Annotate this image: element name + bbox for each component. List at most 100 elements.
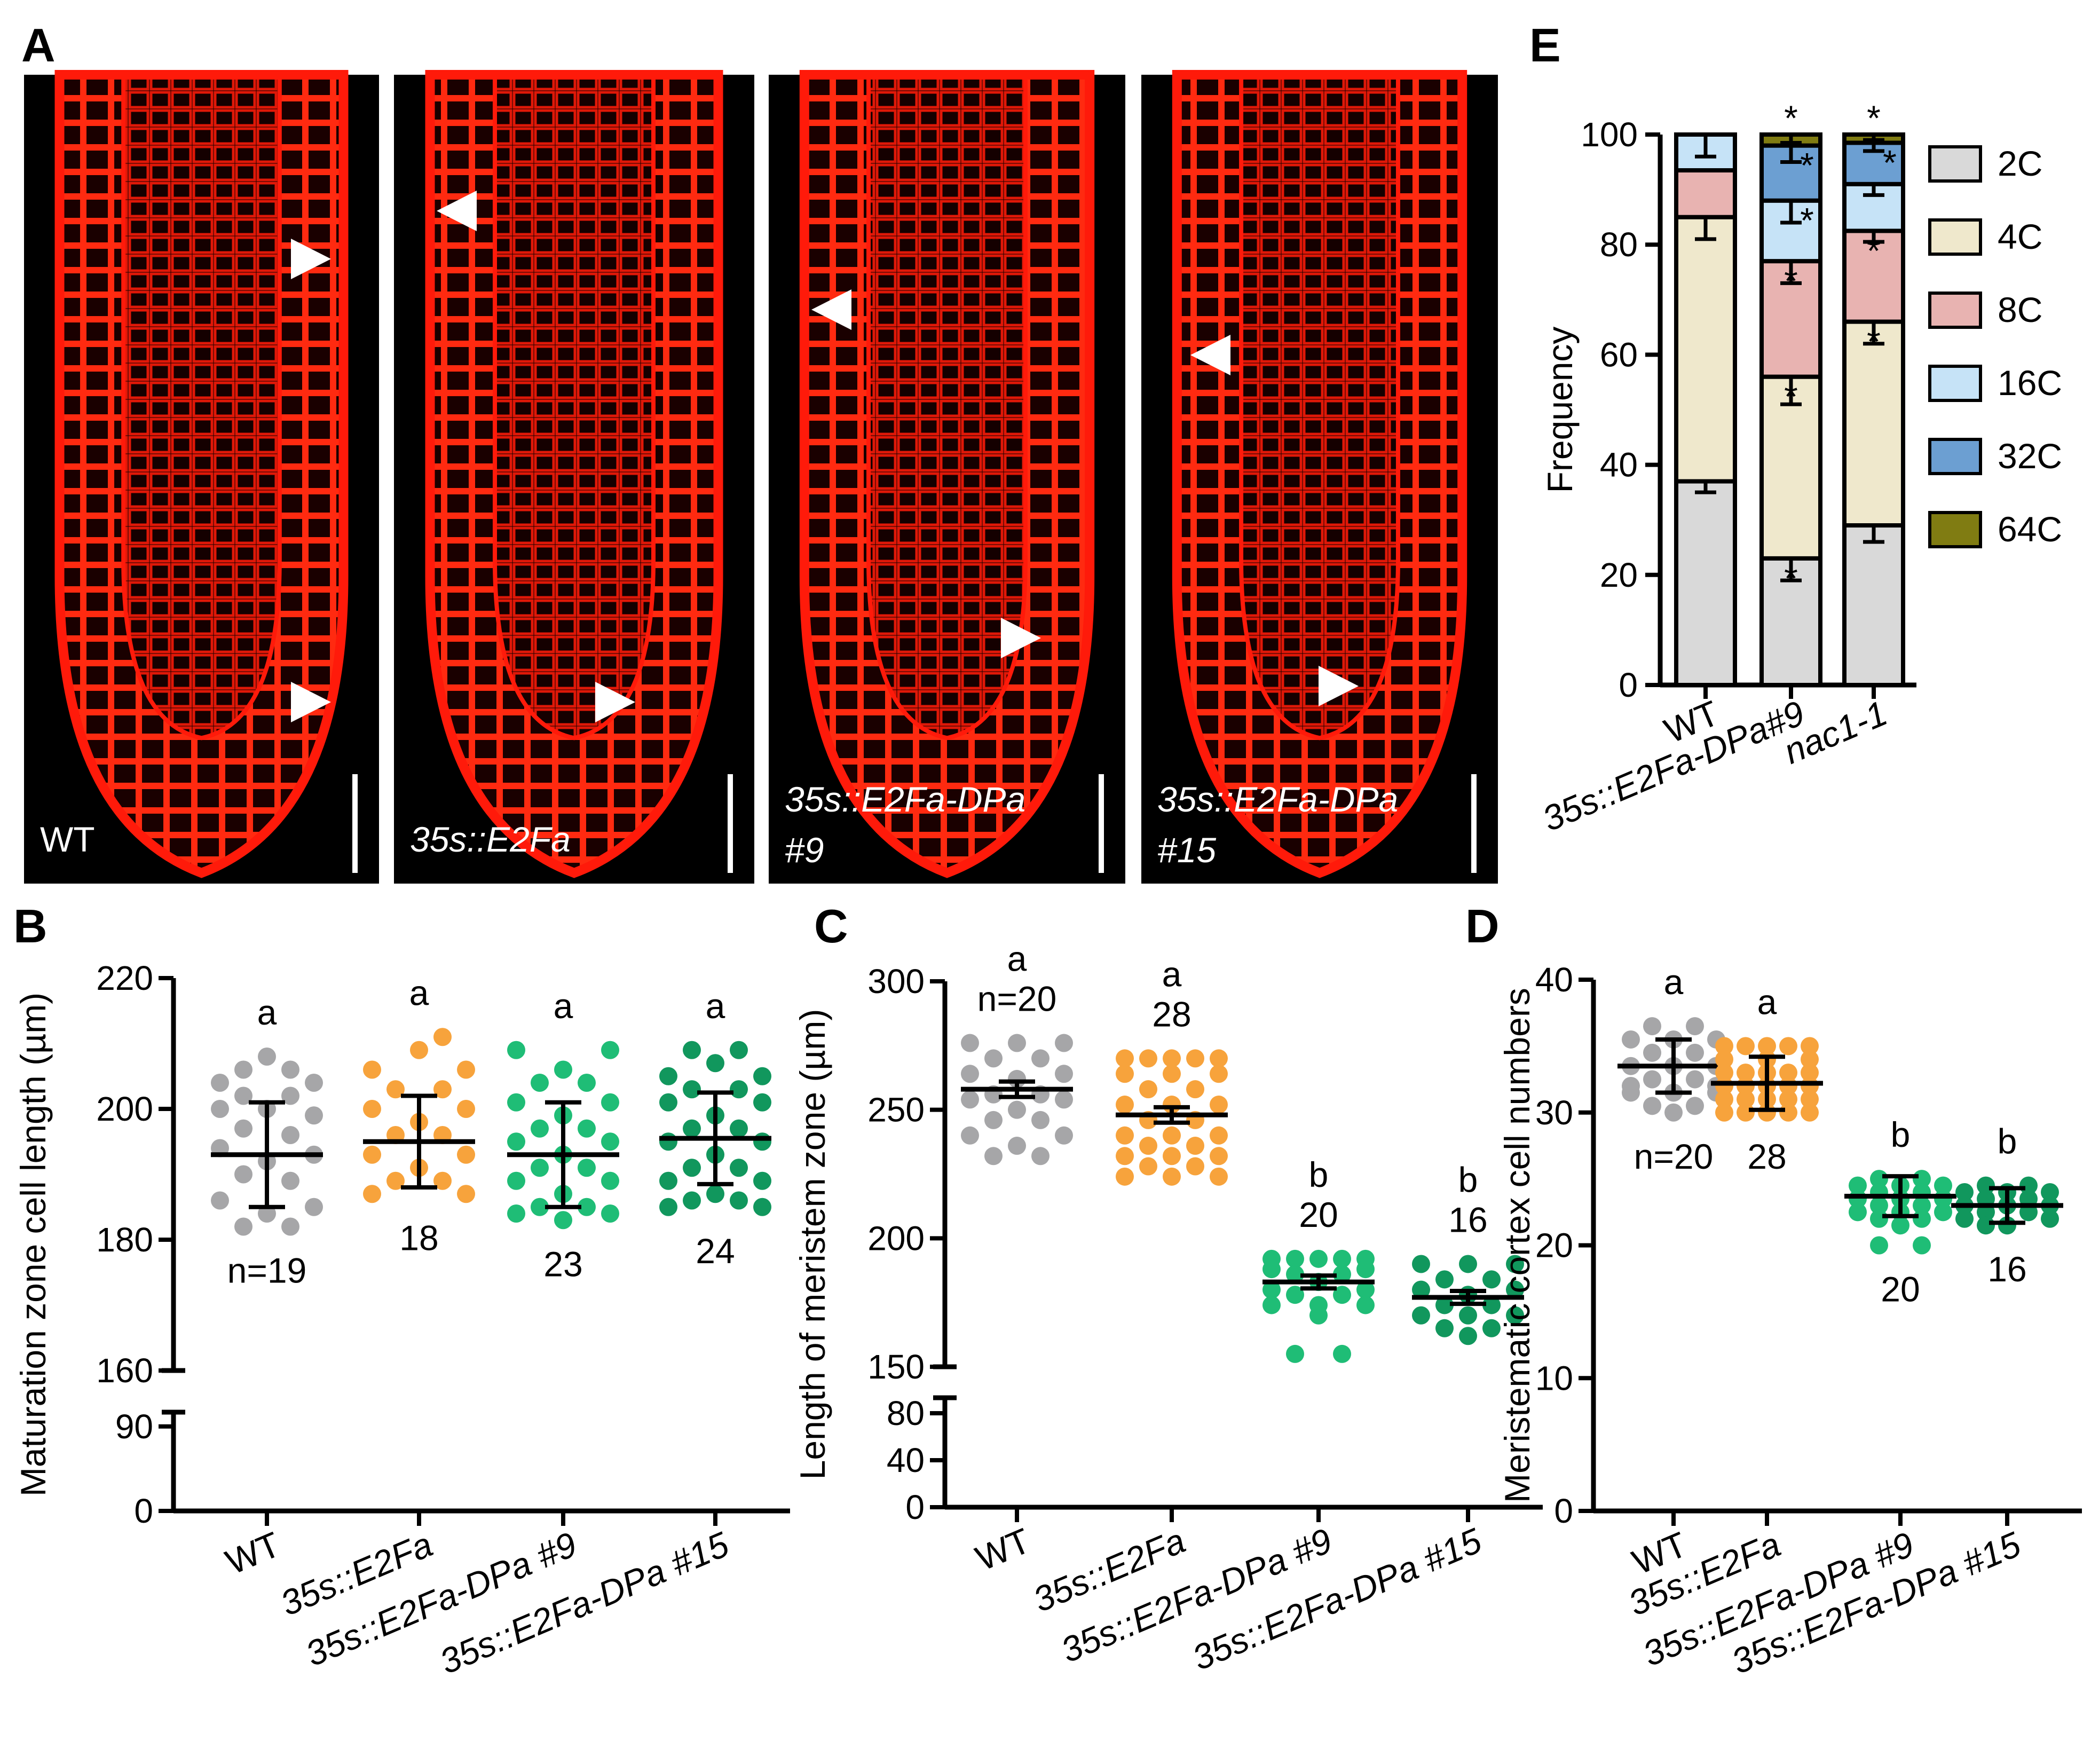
- data-point: [1333, 1265, 1351, 1283]
- data-point: [601, 1041, 619, 1059]
- data-point: [1849, 1176, 1867, 1195]
- chart-b: 0 90 160 180 200 220 Maturation zone cell leng…: [13, 959, 790, 1681]
- data-point: [1506, 1280, 1524, 1299]
- data-point: [1008, 1137, 1026, 1155]
- data-point: [1356, 1296, 1375, 1314]
- data-point: [1643, 1043, 1661, 1062]
- data-point: [984, 1111, 1003, 1129]
- data-point: [706, 1054, 724, 1073]
- data-point: [1737, 1064, 1755, 1082]
- data-point: [753, 1067, 771, 1085]
- micrograph-label-line2: #9: [785, 830, 824, 870]
- n-label: 28: [1152, 994, 1191, 1034]
- data-point: [1459, 1255, 1477, 1273]
- significance-star: *: [1784, 558, 1798, 598]
- root-stele: [1241, 75, 1398, 738]
- data-point: [1163, 1126, 1181, 1145]
- n-label: 20: [1881, 1270, 1920, 1309]
- data-point: [601, 1204, 619, 1223]
- data-point: [1210, 1147, 1228, 1166]
- y-tick-label: 100: [1581, 115, 1638, 154]
- data-point: [753, 1198, 771, 1216]
- data-point: [1435, 1319, 1454, 1337]
- data-point: [1779, 1064, 1797, 1082]
- data-point: [1779, 1037, 1797, 1056]
- data-point: [1031, 1147, 1050, 1166]
- data-point: [281, 1171, 299, 1190]
- data-point: [1262, 1280, 1281, 1299]
- data-point: [1286, 1286, 1304, 1304]
- data-point: [1801, 1090, 1819, 1108]
- data-point: [1286, 1344, 1304, 1363]
- data-point: [1934, 1203, 1952, 1222]
- data-point: [659, 1132, 677, 1151]
- y-axis-label: Meristematic cortex cell numbers: [1497, 988, 1537, 1503]
- y-tick-label: 0: [134, 1492, 153, 1530]
- legend-label: 64C: [1998, 509, 2062, 549]
- data-point: [1913, 1236, 1931, 1255]
- legend-swatch: [1928, 292, 1982, 329]
- data-point: [961, 1034, 979, 1052]
- data-point: [1737, 1103, 1755, 1122]
- panel-letter-c: C: [814, 900, 848, 952]
- data-point: [234, 1060, 252, 1079]
- bar-segment: [1759, 374, 1822, 561]
- data-point: [457, 1060, 475, 1079]
- y-axis-label: Frequency: [1540, 327, 1580, 493]
- data-point: [1686, 1097, 1704, 1115]
- legend-item: 32C: [1928, 436, 2062, 476]
- data-point: [1186, 1080, 1204, 1099]
- data-point: [961, 1065, 979, 1083]
- significance-letter: a: [409, 973, 429, 1012]
- n-label: 16: [1987, 1249, 2026, 1289]
- data-point: [578, 1119, 596, 1138]
- y-tick-label: 150: [867, 1348, 925, 1386]
- root-outline: [425, 70, 723, 878]
- data-point: [1622, 1030, 1640, 1049]
- legend-item: 8C: [1928, 290, 2042, 329]
- data-point: [386, 1080, 405, 1099]
- root-stele: [495, 75, 653, 738]
- data-point: [457, 1185, 475, 1203]
- data-point: [1955, 1209, 1974, 1228]
- data-point: [1459, 1306, 1477, 1325]
- chart-e: 020406080100FrequencyWT******35s::E2Fa-D…: [1537, 98, 2062, 839]
- significance-star: *: [1784, 261, 1798, 301]
- stele-outline: [493, 73, 656, 741]
- n-label: 23: [543, 1244, 582, 1283]
- micrograph-row: WT 35s::E2Fa35s::E2Fa-DPa#935s::E2Fa-DPa#…: [24, 70, 1498, 884]
- significance-letter: a: [706, 986, 725, 1026]
- data-point: [1055, 1034, 1073, 1052]
- y-tick-label: 180: [96, 1220, 153, 1259]
- bar-segment: [1842, 523, 1905, 687]
- data-point: [753, 1171, 771, 1190]
- data-point: [1116, 1065, 1134, 1083]
- legend-label: 16C: [1998, 363, 2062, 403]
- significance-star: *: [1784, 377, 1798, 416]
- stele-outline: [1239, 73, 1400, 741]
- significance-letter: a: [257, 993, 277, 1032]
- data-point: [1913, 1209, 1931, 1228]
- data-point: [1801, 1064, 1819, 1082]
- data-point: [457, 1100, 475, 1118]
- n-label: n=19: [227, 1251, 307, 1290]
- data-point: [1210, 1167, 1228, 1186]
- significance-letter: b: [1891, 1115, 1911, 1154]
- data-point: [1286, 1249, 1304, 1268]
- data-point: [1139, 1137, 1157, 1155]
- significance-star: *: [1883, 143, 1897, 182]
- legend-swatch: [1928, 438, 1982, 475]
- data-point: [683, 1159, 701, 1177]
- data-point: [1262, 1296, 1281, 1314]
- data-point: [730, 1080, 748, 1099]
- data-point: [305, 1198, 323, 1216]
- data-point: [1210, 1126, 1228, 1145]
- data-point: [234, 1165, 252, 1184]
- data-point: [507, 1171, 525, 1190]
- data-point: [1801, 1050, 1819, 1069]
- data-point: [1139, 1080, 1157, 1099]
- micrograph-label-line2: #15: [1157, 830, 1216, 870]
- data-point: [1435, 1296, 1454, 1314]
- y-tick-label: 80: [1600, 225, 1638, 264]
- data-point: [1737, 1037, 1755, 1056]
